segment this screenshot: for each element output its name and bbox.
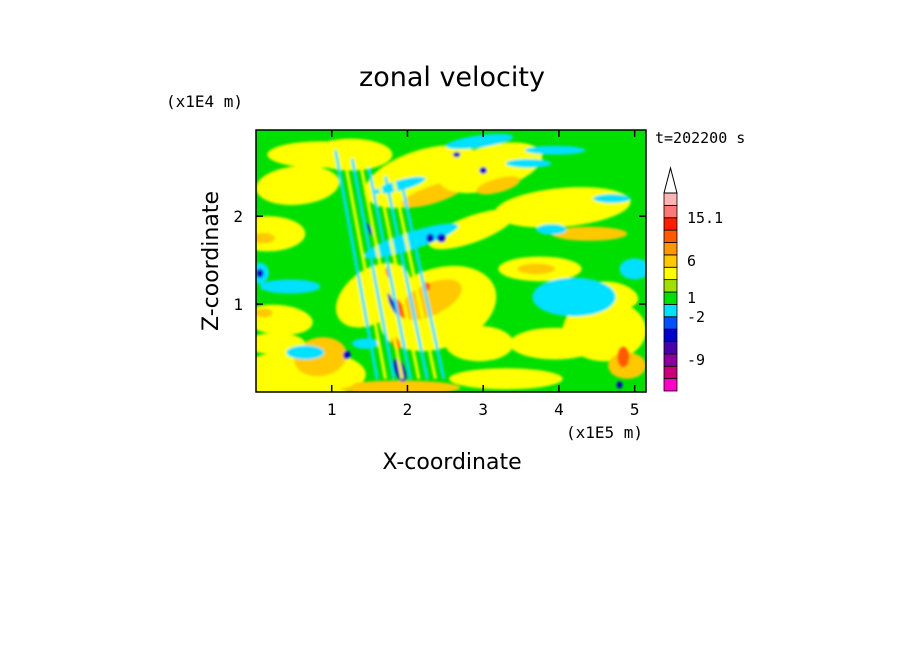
- negative-region: [524, 145, 586, 155]
- colorbar-level: [663, 229, 678, 243]
- y-tick-label: 2: [233, 207, 243, 226]
- positive-region: [551, 226, 628, 241]
- positive-region: [256, 308, 273, 318]
- y-axis-label: Z-coordinate: [199, 191, 224, 331]
- colorbar-label: -2: [687, 308, 705, 326]
- colorbar-level: [663, 266, 678, 281]
- chart-title: zonal velocity: [359, 62, 545, 93]
- x-tick-label: 2: [403, 400, 413, 419]
- positive-region: [476, 176, 521, 195]
- plot-frame: [255, 129, 647, 393]
- weak-positive-region: [449, 368, 563, 390]
- wave-streak: [350, 158, 396, 380]
- colorbar-extend-arrow: [663, 166, 678, 194]
- negative-region: [505, 159, 552, 168]
- strong-negative-region: [479, 166, 487, 174]
- wave-streak: [367, 167, 412, 380]
- strong-negative-region: [436, 233, 447, 243]
- weak-positive-region: [509, 327, 601, 360]
- weak-positive-region: [256, 165, 340, 205]
- time-label: t=202200 s: [655, 129, 745, 147]
- negative-region: [352, 338, 380, 349]
- colorbar-level: [663, 365, 678, 380]
- wave-streak: [342, 154, 387, 380]
- colorbar-level: [663, 242, 678, 256]
- weak-positive-region: [263, 376, 355, 391]
- colorbar-level: [663, 217, 678, 231]
- strong-negative-region: [426, 233, 434, 243]
- weak-positive-region: [428, 209, 515, 250]
- negative-region: [364, 223, 459, 259]
- x-axis-label: X-coordinate: [382, 450, 521, 475]
- wave-streak: [375, 171, 421, 380]
- colorbar-level: [663, 291, 678, 305]
- strong-negative-region: [343, 350, 351, 360]
- strong-negative-region: [452, 151, 461, 158]
- negative-region: [536, 224, 567, 235]
- negative-region: [532, 277, 616, 317]
- negative-region: [259, 279, 321, 294]
- colorbar-level: [663, 303, 678, 318]
- plot-area: [256, 130, 646, 392]
- x-tick-label: 5: [630, 400, 640, 419]
- negative-region: [592, 194, 631, 203]
- wave-streak: [334, 149, 379, 380]
- positive-region: [256, 232, 275, 244]
- strong-negative-region: [366, 222, 373, 236]
- colorbar-label: 15.1: [687, 209, 723, 227]
- weak-positive-region: [309, 138, 393, 171]
- x-scale-label: (x1E5 m): [566, 423, 643, 442]
- negative-region: [286, 345, 325, 360]
- wave-streak: [384, 176, 429, 380]
- y-scale-label: (x1E4 m): [166, 92, 243, 111]
- weak-positive-region: [445, 326, 514, 362]
- wave-streak: [392, 180, 437, 380]
- x-axis: 1 2 3 4 5: [327, 130, 640, 419]
- wave-streak: [359, 163, 404, 380]
- velocity-field: [256, 133, 646, 392]
- colorbar-level: [663, 192, 678, 206]
- colorbar-level: [663, 254, 678, 268]
- colorbar-label: 6: [687, 252, 696, 270]
- colorbar-level: [663, 341, 678, 355]
- y-tick-label: 1: [233, 295, 243, 314]
- colorbar-level: [663, 353, 678, 367]
- strong-positive-region: [617, 346, 630, 368]
- x-tick-label: 4: [554, 400, 564, 419]
- negative-region: [445, 133, 514, 150]
- colorbar-level: [663, 328, 678, 342]
- wave-streak: [400, 185, 446, 380]
- positive-region: [517, 263, 556, 275]
- strong-negative-region: [256, 268, 264, 278]
- colorbar: -9 -21 6 15.1: [663, 166, 723, 392]
- x-tick-label: 3: [478, 400, 488, 419]
- x-tick-label: 1: [327, 400, 337, 419]
- strong-negative-region: [616, 381, 623, 389]
- negative-region: [619, 258, 646, 280]
- colorbar-level: [663, 279, 678, 293]
- strong-negative-region: [386, 292, 398, 316]
- colorbar-level: [663, 316, 678, 330]
- colorbar-level: [663, 204, 678, 219]
- colorbar-label: -9: [687, 351, 705, 369]
- colorbar-label: 1: [687, 289, 696, 307]
- y-axis: 12: [233, 207, 646, 314]
- colorbar-level: [663, 378, 678, 392]
- positive-region: [339, 380, 461, 392]
